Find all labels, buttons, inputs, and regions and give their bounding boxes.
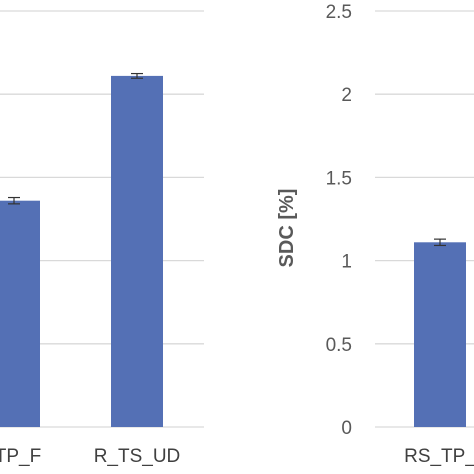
x-category-label: TP_F xyxy=(0,446,41,467)
bar xyxy=(414,242,466,427)
right-bar-chart: SDC [%] 0 0.5 1 1.5 2 2.5 RS_TP_ xyxy=(276,2,474,467)
bar xyxy=(111,75,163,428)
y-tick-label: 0 xyxy=(341,418,352,439)
y-tick-label: 2 xyxy=(341,85,352,106)
y-axis-title: SDC [%] xyxy=(276,189,298,268)
x-category-label: RS_TP_ xyxy=(404,446,474,467)
bar xyxy=(0,200,40,427)
left-bar-chart: TP_F R_TS_UD xyxy=(0,10,204,467)
y-tick-label: 2.5 xyxy=(326,2,352,23)
y-tick-label: 1.5 xyxy=(326,168,352,189)
x-category-label: R_TS_UD xyxy=(94,446,181,467)
y-tick-label: 1 xyxy=(341,252,352,273)
y-tick-label: 0.5 xyxy=(326,335,352,356)
